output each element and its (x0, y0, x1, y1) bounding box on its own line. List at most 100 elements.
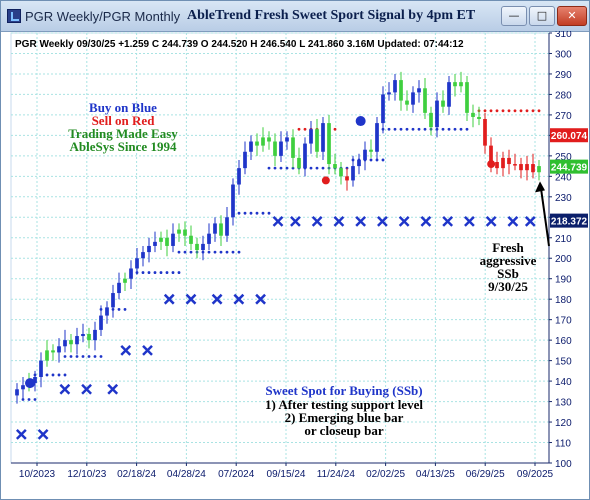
fresh-ssb-annotation: aggressive (479, 253, 537, 268)
candle-body (471, 112, 475, 117)
x-mark (377, 215, 388, 227)
y-tick-label: 270 (555, 111, 572, 122)
stop-dot-support (87, 355, 91, 358)
x-mark-stroke (290, 215, 301, 227)
candle (177, 223, 181, 242)
candle (159, 231, 163, 251)
candle (285, 131, 289, 150)
x-mark-stroke (142, 344, 153, 356)
stop-dot-support (141, 271, 145, 274)
y-tick-label: 120 (555, 418, 572, 429)
candle-body (537, 166, 541, 173)
candle-body (219, 223, 223, 236)
close-button[interactable]: ✕ (557, 6, 587, 26)
candle (99, 305, 103, 337)
stop-dot-support (255, 211, 259, 215)
stop-dot-support (267, 211, 271, 215)
x-tick-label: 11/24/24 (317, 469, 356, 480)
x-mark-stroke (524, 215, 536, 227)
stop-dot-resistance (483, 109, 487, 113)
candle-body (189, 235, 193, 244)
candle (507, 149, 511, 175)
price-chart[interactable]: 1001101201301401501601701801902002102202… (1, 31, 589, 499)
x-mark (81, 383, 92, 395)
candle (195, 237, 199, 259)
candle-body (111, 293, 115, 308)
candle-body (447, 82, 451, 107)
candles-layer (15, 71, 541, 404)
candle (39, 352, 43, 388)
candle (351, 155, 355, 187)
candle-body (321, 123, 325, 152)
candle-body (453, 82, 457, 87)
candle-body (489, 145, 493, 162)
candle-body (117, 282, 121, 294)
candle (183, 221, 187, 246)
y-tick-label: 190 (555, 275, 572, 286)
x-tick-label: 04/28/24 (167, 469, 206, 480)
candle-body (345, 176, 349, 181)
candle-body (21, 385, 25, 390)
minimize-button[interactable]: — (501, 6, 527, 26)
candle (423, 78, 427, 119)
candle (45, 340, 49, 367)
x-mark (290, 215, 301, 227)
candle (303, 137, 307, 177)
stop-dot-support (441, 127, 445, 131)
candle-body (195, 243, 199, 251)
candle-body (105, 307, 109, 316)
candle-body (531, 164, 535, 173)
price-tag-box (550, 213, 588, 228)
stop-dot-support (315, 166, 319, 170)
stop-dot-support (177, 250, 181, 254)
candle-body (201, 243, 205, 251)
x-tick-label: 02/02/25 (366, 469, 405, 480)
stop-dot-resistance (531, 109, 535, 113)
candle (387, 82, 391, 101)
title-bar[interactable]: PGR Weekly/PGR Monthly AbleTrend Fresh S… (1, 1, 589, 32)
candle (231, 178, 235, 226)
x-mark (485, 215, 497, 227)
price-tag-box (550, 128, 588, 143)
annotation-arrow-head (535, 181, 545, 193)
candle (279, 131, 283, 162)
y-tick-label: 310 (555, 31, 572, 40)
candle-body (147, 245, 151, 253)
maximize-button[interactable]: □ (529, 6, 555, 26)
x-mark-stroke (420, 215, 432, 227)
x-mark (420, 215, 432, 227)
candle-body (429, 112, 433, 128)
x-mark (333, 215, 345, 227)
stop-dot-support (243, 211, 247, 215)
legend-sell-on-red: Sell on Red (91, 113, 155, 128)
y-tick-label: 230 (555, 193, 572, 204)
stop-dot-support (27, 398, 31, 401)
stop-dot-support (285, 166, 289, 170)
x-mark-stroke (464, 215, 475, 227)
candle-body (291, 137, 295, 158)
stop-dot-support (231, 250, 235, 254)
candle (291, 129, 295, 169)
candle (225, 207, 229, 242)
stop-dot-support (465, 127, 469, 131)
candle-body (525, 164, 529, 171)
x-mark (233, 293, 245, 305)
stop-dot-resistance (333, 127, 337, 131)
y-tick-label: 200 (555, 254, 572, 265)
candle-body (249, 141, 253, 152)
candle (483, 112, 487, 154)
candle-body (159, 237, 163, 242)
candle-body (351, 166, 355, 181)
ssb-annotation-line: 1) After testing support level (265, 397, 423, 412)
x-mark-stroke (15, 428, 27, 440)
candle (21, 377, 25, 400)
stop-dot-resistance (513, 109, 517, 113)
candle (111, 284, 115, 318)
signal-circle (355, 116, 366, 127)
candle (141, 245, 145, 267)
x-mark-stroke (311, 215, 323, 227)
y-tick-label: 140 (555, 377, 572, 388)
x-mark-stroke (163, 293, 175, 305)
candle (321, 116, 325, 160)
